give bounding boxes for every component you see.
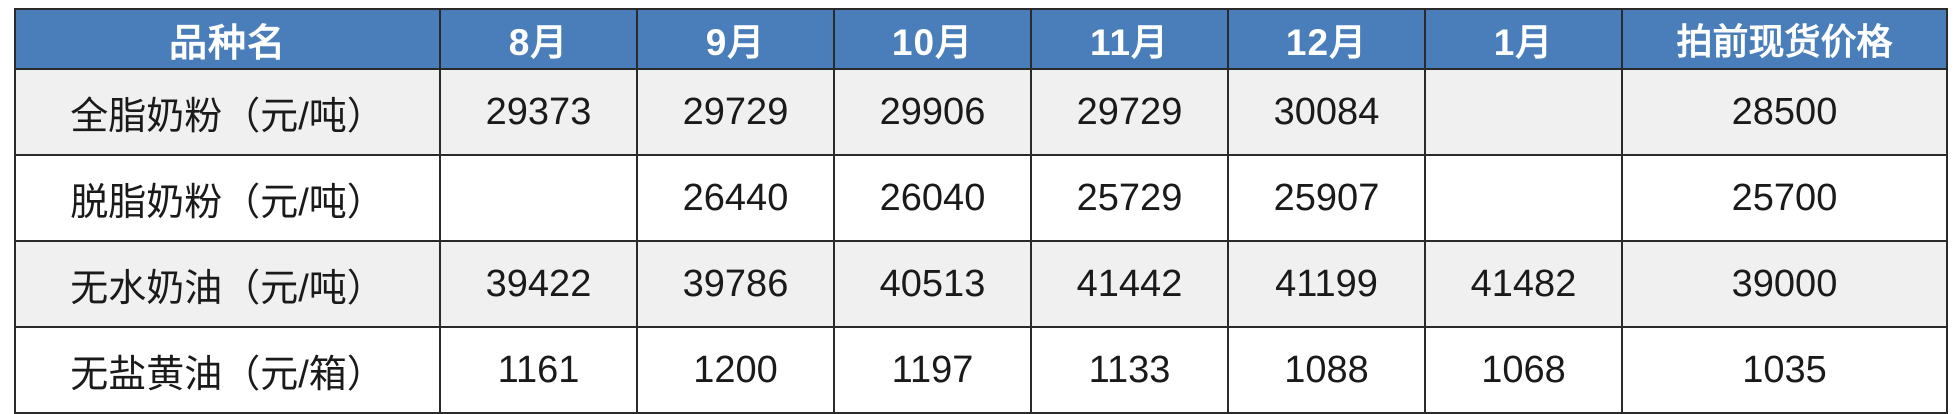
table-row: 无盐黄油（元/箱） 1161 1200 1197 1133 1088 1068 … [14, 326, 1948, 414]
table-header-row: 品种名 8月 9月 10月 11月 12月 1月 拍前现货价格 [14, 8, 1948, 70]
row-label-unsalted-butter: 无盐黄油（元/箱） [14, 326, 441, 414]
cell-value: 26440 [636, 154, 835, 242]
cell-value: 25700 [1621, 154, 1948, 242]
cell-value: 1088 [1227, 326, 1426, 414]
cell-value: 1035 [1621, 326, 1948, 414]
cell-value: 25729 [1030, 154, 1229, 242]
cell-value: 41199 [1227, 240, 1426, 328]
cell-value: 26040 [833, 154, 1032, 242]
cell-value: 41442 [1030, 240, 1229, 328]
table-row: 无水奶油（元/吨） 39422 39786 40513 41442 41199 … [14, 240, 1948, 328]
table-row: 全脂奶粉（元/吨） 29373 29729 29906 29729 30084 … [14, 68, 1948, 156]
row-label-skim-milk-powder: 脱脂奶粉（元/吨） [14, 154, 441, 242]
cell-value-empty [1424, 154, 1623, 242]
cell-value: 1200 [636, 326, 835, 414]
row-label-whole-milk-powder: 全脂奶粉（元/吨） [14, 68, 441, 156]
cell-value: 1133 [1030, 326, 1229, 414]
price-table-container: 品种名 8月 9月 10月 11月 12月 1月 拍前现货价格 全脂奶粉（元/吨… [14, 8, 1948, 414]
column-header-month-10: 10月 [833, 8, 1032, 70]
column-header-month-8: 8月 [439, 8, 638, 70]
cell-value: 39422 [439, 240, 638, 328]
cell-value: 25907 [1227, 154, 1426, 242]
row-label-anhydrous-milk-fat: 无水奶油（元/吨） [14, 240, 441, 328]
table-body: 全脂奶粉（元/吨） 29373 29729 29906 29729 30084 … [14, 68, 1948, 414]
cell-value-empty [1424, 68, 1623, 156]
column-header-month-12: 12月 [1227, 8, 1426, 70]
cell-value: 39000 [1621, 240, 1948, 328]
cell-value: 29373 [439, 68, 638, 156]
cell-value: 28500 [1621, 68, 1948, 156]
cell-value: 1068 [1424, 326, 1623, 414]
column-header-month-9: 9月 [636, 8, 835, 70]
cell-value: 1161 [439, 326, 638, 414]
dairy-price-table: 品种名 8月 9月 10月 11月 12月 1月 拍前现货价格 全脂奶粉（元/吨… [14, 8, 1948, 414]
column-header-variety: 品种名 [14, 8, 441, 70]
table-header: 品种名 8月 9月 10月 11月 12月 1月 拍前现货价格 [14, 8, 1948, 70]
cell-value: 39786 [636, 240, 835, 328]
column-header-month-11: 11月 [1030, 8, 1229, 70]
cell-value-empty [439, 154, 638, 242]
cell-value: 30084 [1227, 68, 1426, 156]
cell-value: 29729 [636, 68, 835, 156]
column-header-month-1: 1月 [1424, 8, 1623, 70]
cell-value: 40513 [833, 240, 1032, 328]
table-row: 脱脂奶粉（元/吨） 26440 26040 25729 25907 25700 [14, 154, 1948, 242]
cell-value: 41482 [1424, 240, 1623, 328]
column-header-spot-price: 拍前现货价格 [1621, 8, 1948, 70]
cell-value: 1197 [833, 326, 1032, 414]
cell-value: 29906 [833, 68, 1032, 156]
cell-value: 29729 [1030, 68, 1229, 156]
